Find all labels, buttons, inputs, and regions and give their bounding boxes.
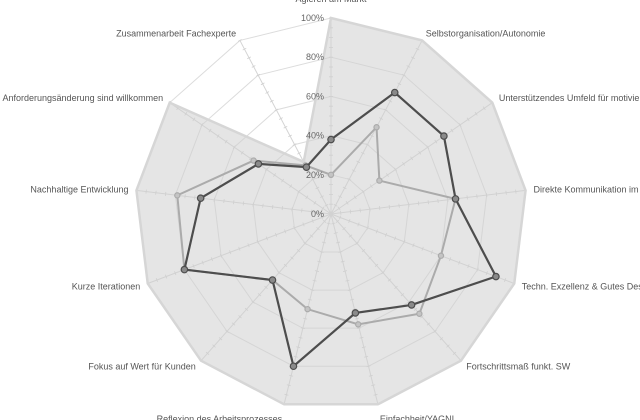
- series-2-point: [250, 157, 257, 164]
- series-3-point: [254, 160, 263, 168]
- series-2-point: [174, 192, 181, 199]
- series-3-point: [180, 265, 189, 274]
- series-3-point: [451, 195, 460, 203]
- axis-label: Reflexion des Arbeitsprozesses: [157, 414, 283, 420]
- axis-tick: [297, 151, 302, 155]
- series-2-point: [327, 171, 335, 178]
- series-2-point: [376, 177, 383, 184]
- axis-tick: [288, 134, 292, 138]
- series-2-point: [304, 305, 311, 313]
- axis-tick: [278, 117, 283, 120]
- axis-label: Techn. Exzellenz & Gutes Design: [522, 281, 640, 291]
- tick-label: 20%: [306, 170, 324, 180]
- axis-tick: [292, 143, 297, 146]
- axis-label: Agieren am Markt: [295, 0, 367, 4]
- series-3-point: [492, 272, 500, 281]
- series-3-point: [407, 301, 416, 309]
- series-2-point: [373, 124, 380, 131]
- axis-tick: [237, 39, 242, 42]
- axis-tick: [283, 125, 288, 129]
- series-3-line: [183, 91, 498, 369]
- axis-tick: [251, 65, 256, 68]
- axis-label: Zusammenarbeit Fachexperte: [116, 28, 236, 38]
- axis-tick: [274, 108, 279, 112]
- axis-label: Kurze Iterationen: [72, 281, 141, 291]
- axis-label: Fortschrittsmaß funkt. SW: [466, 362, 571, 372]
- axis-tick: [247, 56, 251, 60]
- axis-label: Nachhaltige Entwicklung: [30, 184, 128, 194]
- series-3-point: [196, 194, 205, 202]
- series-2-point: [355, 321, 362, 328]
- axis-tick: [242, 47, 247, 51]
- axis-label: Selbstorganisation/Autonomie: [426, 28, 546, 38]
- series-2-point: [437, 252, 445, 259]
- tick-label: 60%: [306, 91, 324, 101]
- series-3-point: [302, 163, 311, 171]
- series-3-point: [289, 362, 298, 371]
- series-3-point: [268, 276, 277, 284]
- series-3-point: [327, 135, 335, 144]
- tick-label: 40%: [306, 131, 324, 141]
- series-2-line: [176, 124, 457, 326]
- tick-label: 100%: [301, 13, 324, 23]
- axis-tick: [260, 82, 265, 86]
- axis-tick: [269, 99, 274, 103]
- axis-label: Unterstützendes Umfeld für motivierte: [499, 93, 640, 103]
- series-3-point: [351, 309, 360, 317]
- axis-label: Anforderungsänderung sind willkommen: [3, 93, 164, 103]
- tick-label: 80%: [306, 52, 324, 62]
- axis-label: Einfachheit/YAGNI: [380, 414, 454, 420]
- series-1-line: [135, 16, 527, 406]
- axis-label: Fokus auf Wert für Kunden: [88, 362, 195, 372]
- series-3-point: [440, 132, 448, 140]
- axis-tick: [256, 73, 261, 77]
- series-3-point: [390, 88, 399, 97]
- tick-label: 0%: [311, 209, 324, 219]
- axis-label: Direkte Kommunikation im Te: [534, 184, 640, 194]
- axis-tick: [265, 91, 270, 94]
- series-2-point: [416, 310, 423, 317]
